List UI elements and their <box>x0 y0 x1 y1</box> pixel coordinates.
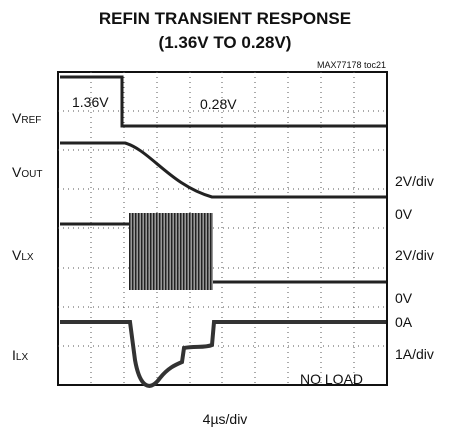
trace-label: VREF <box>12 110 41 126</box>
figure-id: MAX77178 toc21 <box>317 60 386 70</box>
vlx-switching <box>129 213 213 290</box>
scale-label: 2V/div <box>395 247 434 263</box>
screen: 1.36V 0.28V NO LOAD <box>57 71 388 388</box>
ilx-trace <box>60 320 386 388</box>
vref-trace <box>60 75 386 128</box>
trace-labels: VREF VOUT VLX ILX <box>12 110 42 363</box>
annotation: NO LOAD <box>300 371 363 387</box>
time-scale: 4µs/div <box>203 411 248 427</box>
vout-trace <box>60 141 386 199</box>
scale-label: 2V/div <box>395 173 434 189</box>
annotation: 0.28V <box>200 96 237 112</box>
trace-label: VLX <box>12 247 34 263</box>
scale-label: 0V <box>395 206 413 222</box>
scale-label: 0V <box>395 290 413 306</box>
vlx-trace <box>60 222 386 284</box>
scale-labels: 2V/div 0V 2V/div 0V 0A 1A/div <box>395 173 434 362</box>
title-line: REFIN TRANSIENT RESPONSE <box>99 9 351 28</box>
screen-border <box>57 71 388 386</box>
trace-label: ILX <box>12 347 28 363</box>
scale-label: 1A/div <box>395 346 434 362</box>
scale-label: 0A <box>395 314 413 330</box>
trace-label: VOUT <box>12 164 42 180</box>
grid <box>58 72 387 385</box>
title-line: (1.36V TO 0.28V) <box>159 33 292 52</box>
annotation: 1.36V <box>72 94 109 110</box>
